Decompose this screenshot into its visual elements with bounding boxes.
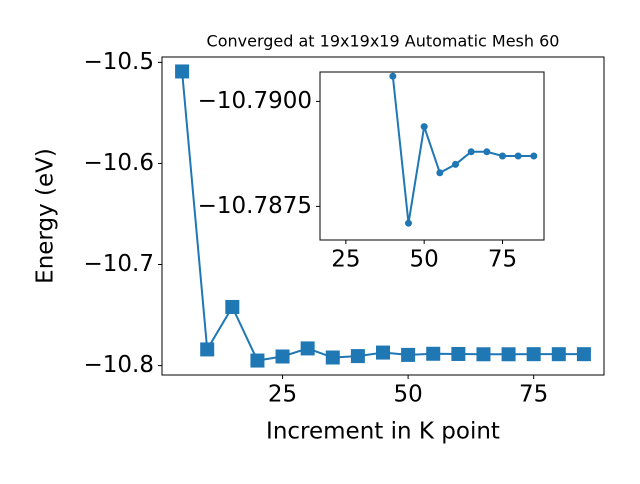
marker [436,169,444,177]
chart-title: Converged at 19x19x19 Automatic Mesh 60 [207,32,560,51]
y-tick-label: −10.7 [84,251,154,277]
x-tick-label: 25 [268,382,297,408]
plot-area [175,64,591,368]
x-axis-label: Increment in K point [266,419,500,445]
marker [300,341,315,356]
marker [530,152,538,160]
marker [250,353,265,368]
marker [451,160,459,168]
marker [483,148,491,156]
marker [275,349,290,364]
marker [526,347,541,362]
x-tick-label: 25 [331,247,360,273]
marker [551,347,566,362]
axes-frame [319,71,545,241]
marker [420,123,428,131]
marker [467,148,475,156]
y-tick-label: −10.8 [84,352,154,378]
y-tick-label: −10.5 [84,49,154,75]
y-tick-label: −10.7875 [198,193,312,219]
data-line [391,76,534,224]
marker [200,342,215,357]
marker [175,64,190,79]
marker [514,152,522,160]
marker [350,349,365,364]
marker [576,347,591,362]
marker [389,72,397,80]
marker [476,347,491,362]
marker [376,345,390,360]
x-tick-label: 50 [410,247,439,273]
y-tick-label: −10.7900 [198,88,312,114]
y-tick-label: −10.6 [84,150,154,176]
marker [325,350,340,365]
marker [451,346,466,361]
axes-frame [161,56,605,376]
x-tick-label: 75 [488,247,517,273]
marker [225,299,240,314]
marker [498,152,506,160]
marker [401,347,416,362]
marker [426,346,441,361]
x-tick-label: 75 [519,382,548,408]
plot-area [389,72,538,227]
marker [405,219,413,227]
marker [501,347,516,362]
x-tick-label: 50 [393,382,422,408]
y-axis-label: Energy (eV) [33,148,59,284]
